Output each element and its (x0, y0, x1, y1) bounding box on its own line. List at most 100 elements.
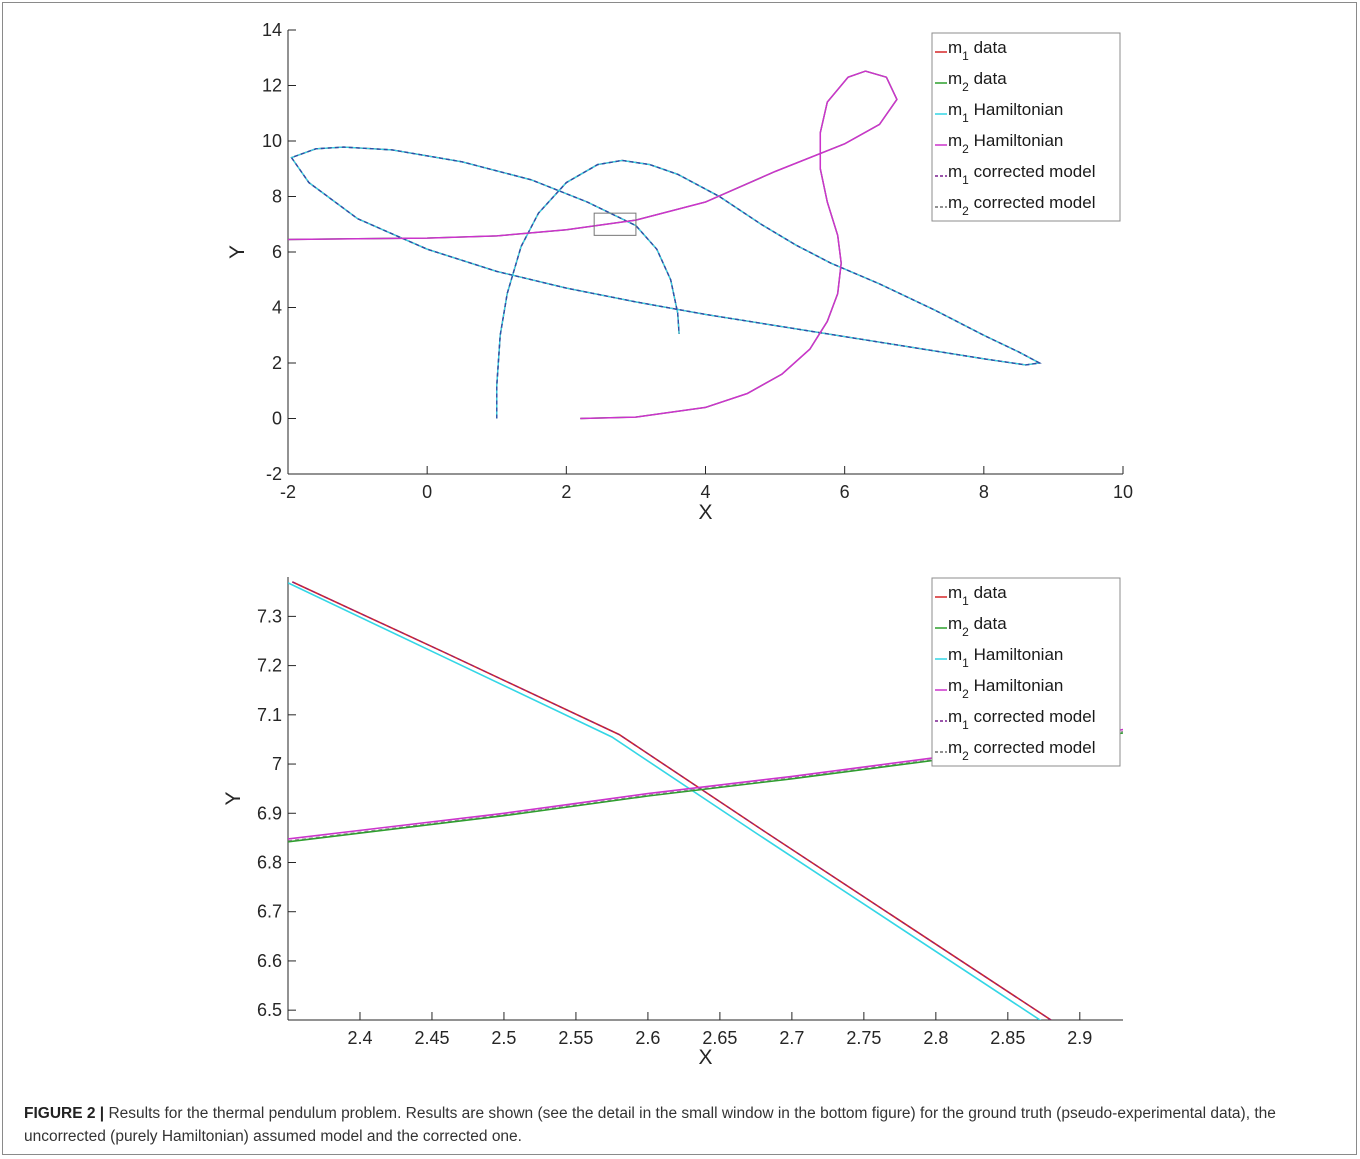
legend-entry-m1-data: m1 data (935, 38, 1007, 63)
legend-label: m1 corrected model (948, 707, 1095, 732)
x-tick-label: 0 (422, 482, 432, 502)
legend-label: m1 corrected model (948, 162, 1095, 187)
zoom-window-box (593, 212, 637, 236)
legend: m1 data m2 data m1 Hamiltonian m2 Hamiltoni… (931, 577, 1121, 767)
y-tick-label: 7 (272, 754, 282, 774)
y-axis-title: Y (226, 245, 249, 259)
x-tick-label: 2.7 (779, 1028, 804, 1048)
y-tick-7: 12 (262, 76, 296, 96)
x-tick-5: 8 (979, 466, 989, 502)
legend-entry-m1-corrected: m1 corrected model (935, 162, 1095, 187)
y-tick-label: 6.6 (257, 951, 282, 971)
series-m2-corrected (288, 731, 1123, 842)
legend-entry-m2-corrected: m2 corrected model (935, 738, 1095, 763)
y-tick-label: 6.7 (257, 902, 282, 922)
x-tick-2: 2.5 (491, 1012, 516, 1048)
y-tick-3: 6.8 (257, 852, 296, 872)
figure-caption-text: Results for the thermal pendulum problem… (24, 1105, 1276, 1145)
x-tick-6: 10 (1113, 466, 1133, 502)
y-tick-label: 6.9 (257, 803, 282, 823)
x-tick-8: 2.8 (923, 1012, 948, 1048)
y-tick-4: 6.9 (257, 803, 296, 823)
x-tick-label: 2.65 (702, 1028, 737, 1048)
x-axis-title: X (698, 501, 712, 524)
y-tick-8: 14 (262, 20, 296, 40)
legend-label: m2 corrected model (948, 193, 1095, 218)
y-tick-5: 7 (272, 754, 296, 774)
plot-area (288, 70, 1042, 420)
x-tick-label: 2.45 (414, 1028, 449, 1048)
y-tick-7: 7.2 (257, 656, 296, 676)
y-tick-3: 4 (272, 298, 296, 318)
series-m1-hamiltonian (290, 146, 1042, 419)
legend-label: m1 Hamiltonian (948, 645, 1063, 670)
y-tick-label: 2 (272, 353, 282, 373)
x-tick-label: 2.5 (491, 1028, 516, 1048)
x-tick-4: 2.6 (635, 1012, 660, 1048)
x-tick-label: 2.55 (558, 1028, 593, 1048)
legend-label: m1 data (948, 38, 1007, 63)
x-tick-label: 10 (1113, 482, 1133, 502)
y-tick-label: 7.2 (257, 656, 282, 676)
legend-entry-m2-data: m2 data (935, 69, 1007, 94)
y-tick-label: 7.1 (257, 705, 282, 725)
x-tick-7: 2.75 (846, 1012, 881, 1048)
legend: m1 data m2 data m1 Hamiltonian m2 Hamiltoni… (931, 32, 1121, 222)
x-tick-10: 2.9 (1067, 1012, 1092, 1048)
x-tick-0: -2 (280, 466, 296, 502)
legend-entry-m1-hamiltonian: m1 Hamiltonian (935, 645, 1063, 670)
x-tick-label: 2.4 (347, 1028, 372, 1048)
y-tick-label: 6 (272, 242, 282, 262)
legend-label: m1 data (948, 583, 1007, 608)
y-axis-title: Y (222, 791, 245, 805)
x-tick-label: 2.6 (635, 1028, 660, 1048)
y-tick-label: 12 (262, 76, 282, 96)
x-tick-label: 4 (700, 482, 710, 502)
y-tick-1: 0 (272, 409, 296, 429)
y-tick-0: -2 (266, 464, 296, 484)
x-tick-5: 2.65 (702, 1012, 737, 1048)
y-tick-label: -2 (266, 464, 282, 484)
x-tick-3: 4 (700, 466, 711, 502)
legend-label: m2 Hamiltonian (948, 131, 1063, 156)
legend-entry-m1-data: m1 data (935, 583, 1007, 608)
x-tick-2: 2 (561, 466, 571, 502)
series-m2-corrected (288, 70, 898, 419)
y-tick-5: 8 (272, 187, 296, 207)
legend-label: m2 Hamiltonian (948, 676, 1063, 701)
y-tick-label: 8 (272, 187, 282, 207)
y-tick-label: 7.3 (257, 606, 282, 626)
y-tick-6: 10 (262, 131, 296, 151)
x-tick-label: 2 (561, 482, 571, 502)
legend-label: m2 corrected model (948, 738, 1095, 763)
x-tick-9: 2.85 (990, 1012, 1025, 1048)
y-tick-2: 2 (272, 353, 296, 373)
y-tick-2: 6.7 (257, 902, 296, 922)
y-tick-label: 4 (272, 298, 282, 318)
series-m2-hamiltonian (288, 70, 898, 420)
series-m2-data (288, 70, 898, 420)
legend-entry-m2-hamiltonian: m2 Hamiltonian (935, 131, 1063, 156)
y-tick-4: 6 (272, 242, 296, 262)
zoom-detail-chart: 2.4 2.45 2.5 2.55 2.6 2.65 2.7 2.75 2.8 2.85 2.9 6.… (222, 577, 1123, 1069)
x-tick-label: 2.75 (846, 1028, 881, 1048)
figure-caption: FIGURE 2 | Results for the thermal pendu… (24, 1102, 1334, 1148)
x-tick-label: 2.85 (990, 1028, 1025, 1048)
legend-label: m2 data (948, 69, 1007, 94)
x-tick-4: 6 (840, 466, 850, 502)
y-tick-1: 6.6 (257, 951, 296, 971)
series-m1-data (290, 146, 1042, 419)
legend-entry-m1-hamiltonian: m1 Hamiltonian (935, 100, 1063, 125)
x-tick-label: -2 (280, 482, 296, 502)
x-tick-label: 2.8 (923, 1028, 948, 1048)
series-m1-corrected (290, 146, 1042, 419)
y-tick-label: 14 (262, 20, 282, 40)
x-tick-6: 2.7 (779, 1012, 804, 1048)
y-tick-0: 6.5 (257, 1000, 296, 1020)
x-tick-1: 0 (422, 466, 432, 502)
legend-entry-m2-data: m2 data (935, 614, 1007, 639)
series-m1-corrected (292, 581, 1052, 1020)
x-tick-label: 2.9 (1067, 1028, 1092, 1048)
